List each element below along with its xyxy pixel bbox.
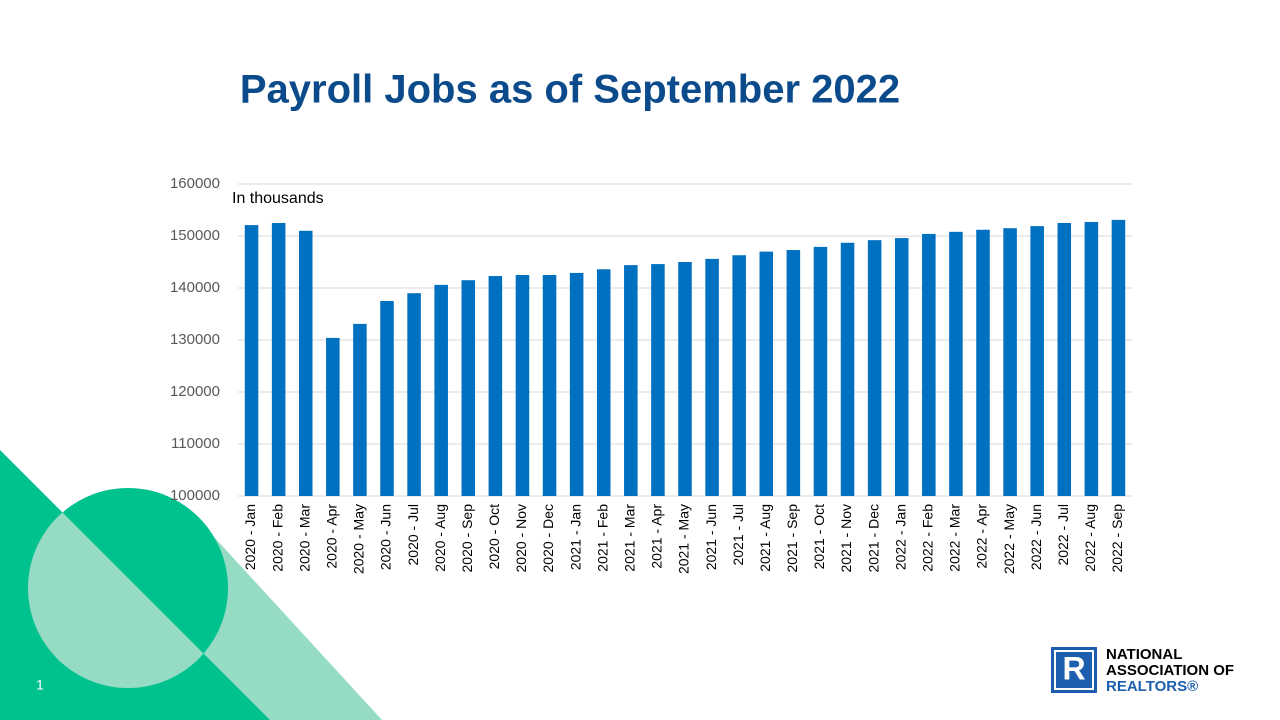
y-tick-label: 140000 (170, 279, 220, 296)
x-tick-label: 2020 - Jan (242, 504, 258, 570)
bar (326, 337, 340, 496)
x-tick-label: 2020 - Jun (378, 504, 394, 570)
x-tick-label: 2021 - Jan (567, 504, 583, 570)
x-tick-label: 2021 - Dec (865, 504, 881, 572)
bar (949, 231, 963, 496)
chart-title: Payroll Jobs as of September 2022 (240, 68, 900, 112)
y-tick-label: 100000 (170, 487, 220, 504)
bar (596, 269, 611, 496)
bar (624, 265, 638, 496)
x-tick-label: 2022 - Mar (947, 504, 963, 572)
x-tick-label: 2021 - Aug (757, 504, 773, 572)
y-tick-label: 160000 (170, 175, 220, 192)
x-tick-label: 2022 - Aug (1082, 504, 1098, 572)
logo-text: ASSOCIATION OF (1106, 662, 1234, 679)
x-tick-label: 2020 - Oct (486, 504, 502, 569)
bar (976, 229, 990, 496)
bar (705, 258, 719, 496)
bar (786, 250, 801, 496)
x-tick-label: 2022 - Jul (1055, 504, 1071, 565)
logo-text: NATIONAL (1106, 646, 1182, 663)
bar (1084, 221, 1099, 496)
bar (488, 276, 503, 496)
x-tick-label: 2021 - Nov (838, 504, 854, 572)
x-tick-label: 2022 - Jun (1028, 504, 1044, 570)
bar (271, 223, 286, 496)
x-tick-label: 2022 - May (1001, 504, 1017, 574)
bar (867, 240, 882, 496)
decoration (0, 450, 382, 720)
x-tick-label: 2022 - Jan (892, 504, 908, 570)
x-tick-label: 2022 - Feb (920, 504, 936, 572)
x-tick-label: 2020 - Aug (432, 504, 448, 572)
x-tick-label: 2020 - Nov (513, 504, 529, 572)
x-tick-label: 2021 - Apr (649, 504, 665, 569)
bar (651, 264, 665, 496)
logo-mark: R (1062, 650, 1085, 686)
x-tick-label: 2020 - Sep (459, 504, 475, 573)
bar (244, 225, 259, 496)
x-tick-label: 2021 - Jul (730, 504, 746, 565)
bar (813, 246, 828, 496)
y-tick-label: 150000 (170, 227, 220, 244)
bar (298, 230, 313, 497)
x-tick-label: 2021 - May (676, 504, 692, 574)
x-tick-label: 2021 - Feb (594, 504, 610, 572)
logo-box (1051, 647, 1097, 693)
x-tick-label: 2021 - Jun (703, 504, 719, 570)
x-tick-label: 2020 - Dec (540, 504, 556, 572)
x-tick-label: 2021 - Mar (622, 504, 638, 572)
annotation: In thousands (232, 190, 324, 207)
x-tick-label: 2020 - Jul (405, 504, 421, 565)
y-tick-label: 120000 (170, 383, 220, 400)
bar (1111, 219, 1126, 496)
bar (542, 275, 557, 496)
x-tick-label: 2021 - Oct (811, 504, 827, 569)
logo: R NATIONAL ASSOCIATION OF REALTORS® (1051, 646, 1234, 695)
logo-frame (1054, 650, 1094, 690)
bar (732, 255, 746, 496)
bar (922, 233, 936, 497)
bar (894, 238, 909, 496)
y-tick-label: 110000 (171, 435, 220, 452)
bar (515, 275, 530, 496)
x-tick-label: 2022 - Apr (974, 504, 990, 569)
bar (407, 293, 421, 496)
bar (1057, 223, 1072, 496)
x-tick-label: 2020 - May (351, 504, 367, 574)
x-tick-label: 2020 - Feb (269, 504, 285, 572)
y-tick-label: 130000 (170, 331, 220, 348)
logo-text: REALTORS® (1106, 678, 1198, 695)
x-tick-label: 2020 - Apr (324, 504, 340, 569)
bar (353, 323, 367, 496)
bar (759, 251, 774, 496)
bar (434, 284, 448, 496)
bar (569, 272, 584, 496)
x-tick-label: 2021 - Sep (784, 504, 800, 573)
bar (1003, 228, 1017, 496)
x-tick-label: 2022 - Sep (1109, 504, 1125, 573)
bar (461, 280, 476, 496)
slide-number: 1 (36, 677, 44, 693)
x-tick-label: 2020 - Mar (296, 504, 312, 572)
bar (380, 301, 394, 496)
bar (1030, 226, 1044, 496)
bar (678, 262, 692, 496)
bar (840, 242, 855, 496)
